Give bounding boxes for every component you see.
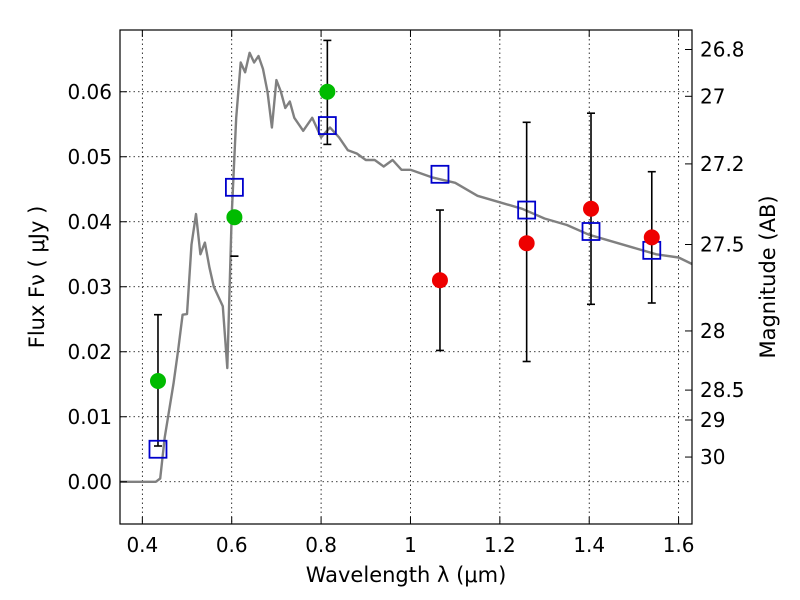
model-square-marker: [148, 439, 168, 459]
detection-point: [319, 83, 336, 100]
plot-background: [120, 30, 692, 524]
y-tick-label: 0.04: [67, 210, 112, 234]
x-tick-label: 0.4: [126, 533, 158, 557]
x-tick-label: 1: [404, 533, 417, 557]
detection-point: [643, 229, 660, 246]
y-axis-label: Flux Fν ( μJy ): [25, 206, 49, 349]
y2-tick-label: 27: [700, 84, 725, 108]
data-layer: [120, 39, 692, 483]
y-tick-label: 0.05: [67, 145, 112, 169]
x-tick-label: 0.8: [305, 533, 337, 557]
grid-lines: [120, 30, 692, 524]
y2-tick-label: 29: [700, 408, 725, 432]
y2-tick-label: 30: [700, 445, 725, 469]
model-square-marker: [317, 116, 337, 135]
x-tick-label: 0.6: [216, 533, 248, 557]
y2-tick-label: 26.8: [700, 38, 745, 62]
model-square-marker: [517, 200, 537, 220]
detection-point: [149, 373, 166, 389]
sed-model-line: [120, 51, 692, 483]
model-square-marker: [224, 177, 244, 197]
y2-tick-label: 28: [700, 319, 725, 343]
x-tick-label: 1.6: [663, 533, 695, 557]
model-square-marker: [581, 222, 601, 241]
axis-ticks: 0.4 0.6 0.8 1 1.2 1.4 1.6 0.00 0.01 0.02 0.03 0.04 0…: [67, 30, 745, 557]
y-tick-label: 0.06: [67, 80, 112, 104]
y2-axis-label: Magnitude (AB): [756, 195, 780, 358]
plot-frame: [119, 29, 693, 525]
detection-point: [226, 209, 243, 226]
x-tick-label: 1.2: [484, 533, 516, 557]
y2-tick-label: 27.5: [700, 233, 745, 257]
y-tick-label: 0.01: [67, 405, 112, 429]
x-axis-label: Wavelength λ (μm): [306, 563, 507, 587]
detection-point: [431, 272, 448, 289]
y-tick-label: 0.02: [67, 340, 112, 364]
detection-point: [518, 235, 535, 252]
y2-tick-label: 28.5: [700, 378, 745, 402]
y-tick-label: 0.03: [67, 275, 112, 299]
y2-tick-label: 27.2: [700, 152, 745, 176]
x-tick-label: 1.4: [573, 533, 605, 557]
detection-point: [583, 200, 600, 217]
model-square-marker: [430, 164, 450, 184]
y-tick-label: 0.00: [67, 470, 112, 494]
